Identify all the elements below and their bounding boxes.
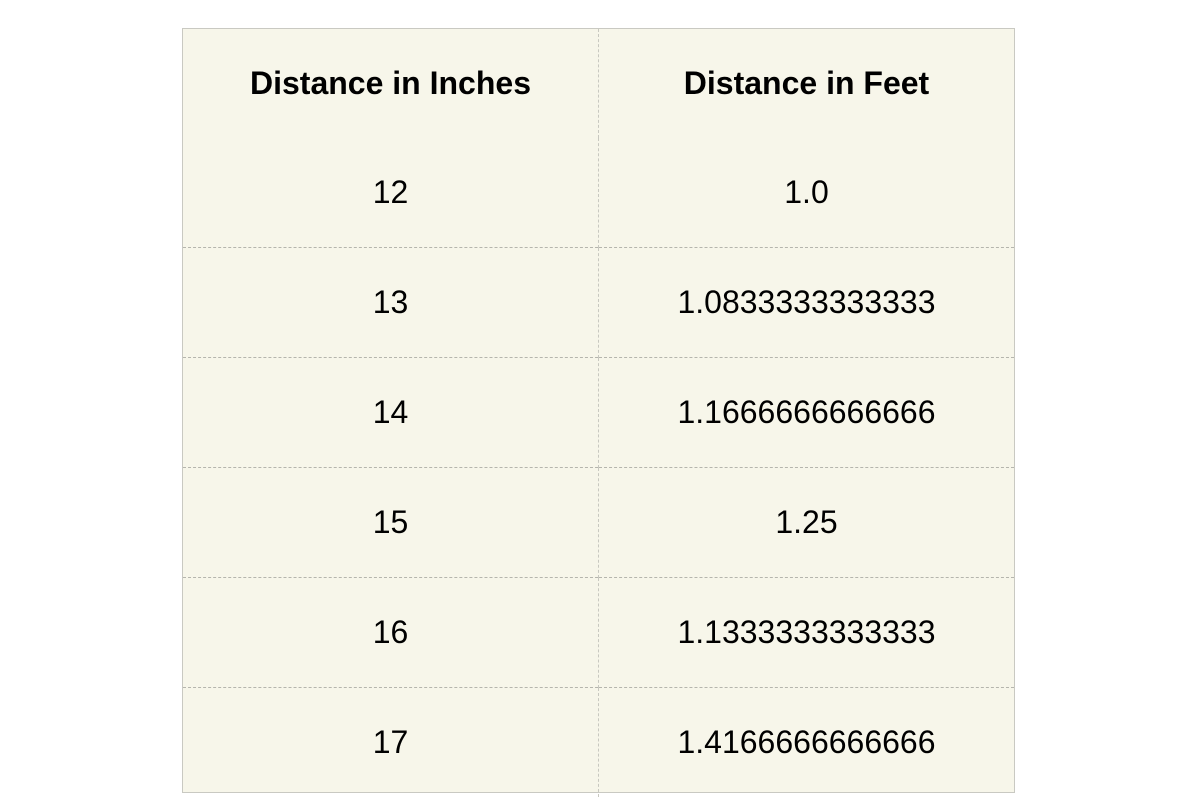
table-row: 13 1.0833333333333	[183, 247, 1014, 358]
cell-inches: 15	[183, 467, 599, 578]
cell-feet: 1.0833333333333	[598, 247, 1014, 358]
table-row: 15 1.25	[183, 467, 1014, 578]
cell-inches: 13	[183, 247, 599, 358]
column-header-feet: Distance in Feet	[598, 29, 1014, 138]
table-header-row: Distance in Inches Distance in Feet	[183, 29, 1014, 138]
conversion-table: Distance in Inches Distance in Feet 12 1…	[183, 29, 1014, 797]
cell-inches: 16	[183, 577, 599, 688]
table-row: 17 1.4166666666666	[183, 687, 1014, 797]
cell-inches: 12	[372, 174, 409, 210]
cell-inches: 14	[183, 357, 599, 468]
conversion-table-container: Distance in Inches Distance in Feet 12 1…	[182, 28, 1015, 797]
cell-inches: 17	[183, 687, 599, 797]
column-header-inches: Distance in Inches	[250, 65, 531, 101]
table-row: 16 1.1333333333333	[183, 577, 1014, 688]
cell-feet: 1.4166666666666	[598, 687, 1014, 797]
cell-feet: 1.1333333333333	[598, 577, 1014, 688]
table-row: 12 1.0	[183, 138, 1014, 248]
cell-feet: 1.1666666666666	[598, 357, 1014, 468]
table-row: 14 1.1666666666666	[183, 357, 1014, 468]
cell-feet: 1.25	[598, 467, 1014, 578]
cell-feet: 1.0	[598, 138, 1014, 248]
